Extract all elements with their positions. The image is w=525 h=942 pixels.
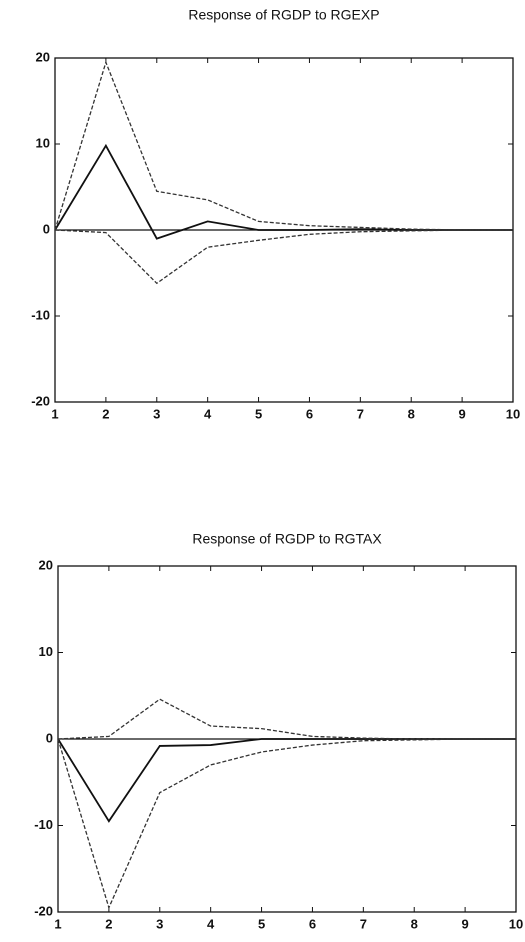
- x-tick-label: 1: [51, 406, 58, 421]
- x-tick-label: 7: [357, 406, 364, 421]
- y-tick-label: 10: [39, 644, 53, 659]
- x-tick-label: 10: [506, 406, 520, 421]
- x-tick-label: 5: [255, 406, 262, 421]
- x-tick-label: 4: [207, 916, 215, 931]
- line-series: [54, 229, 513, 285]
- x-tick-label: 7: [360, 916, 367, 931]
- line-series: [57, 738, 516, 910]
- x-tick-label: 8: [411, 916, 418, 931]
- x-tick-label: 5: [258, 916, 265, 931]
- x-tick-label: 2: [102, 406, 109, 421]
- x-tick-label: 1: [54, 916, 61, 931]
- x-tick-label: 9: [461, 916, 468, 931]
- y-tick-label: 20: [39, 557, 53, 572]
- line-series: [54, 143, 513, 240]
- y-tick-label: -10: [31, 307, 50, 322]
- y-tick-label: 20: [36, 49, 50, 64]
- y-tick-label: 0: [43, 221, 50, 236]
- line-series: [57, 738, 516, 823]
- y-tick-label: -20: [34, 903, 53, 918]
- x-tick-label: 6: [309, 916, 316, 931]
- x-tick-label: 6: [306, 406, 313, 421]
- x-tick-label: 8: [408, 406, 415, 421]
- x-tick-label: 10: [509, 916, 523, 931]
- y-tick-label: 0: [46, 730, 53, 745]
- y-tick-label: -10: [34, 817, 53, 832]
- x-tick-label: 3: [156, 916, 163, 931]
- y-tick-label: 10: [36, 135, 50, 150]
- line-series: [54, 60, 513, 231]
- y-tick-label: -20: [31, 393, 50, 408]
- x-tick-label: 4: [204, 406, 212, 421]
- line-series: [57, 698, 516, 740]
- chart-title: Response of RGDP to RGEXP: [188, 7, 379, 23]
- x-tick-label: 3: [153, 406, 160, 421]
- x-tick-label: 2: [105, 916, 112, 931]
- x-tick-label: 9: [458, 406, 465, 421]
- chart-title: Response of RGDP to RGTAX: [192, 531, 382, 547]
